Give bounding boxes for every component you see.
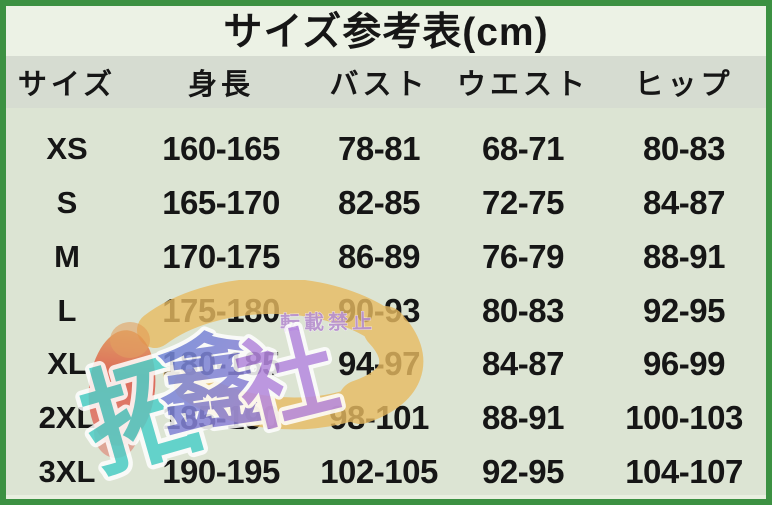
cell-height: 180-185	[162, 345, 280, 383]
cell-height: 160-165	[162, 129, 280, 167]
cell-waist: 72-75	[482, 183, 564, 221]
cell-height: 170-175	[162, 237, 280, 275]
cell-bust: 82-85	[338, 183, 420, 221]
table-header-row: サイズ 身長 バスト ウエスト ヒップ	[6, 56, 766, 108]
cell-hip: 100-103	[625, 399, 743, 437]
cell-size: S	[56, 184, 78, 220]
cell-hip: 88-91	[643, 237, 725, 275]
cell-size: XS	[46, 130, 88, 166]
cell-waist: 88-91	[482, 399, 564, 437]
cell-waist: 80-83	[482, 291, 564, 329]
table-row: XL 180-185 94-97 84-87 96-99	[6, 337, 766, 391]
bottom-edge-line	[6, 495, 766, 499]
cell-size: 3XL	[38, 454, 96, 490]
cell-hip: 92-95	[643, 291, 725, 329]
cell-waist: 84-87	[482, 345, 564, 383]
cell-bust: 94-97	[338, 345, 420, 383]
cell-waist: 68-71	[482, 129, 564, 167]
cell-hip: 104-107	[625, 453, 743, 491]
cell-hip: 80-83	[643, 129, 725, 167]
cell-bust: 78-81	[338, 129, 420, 167]
table-row: XS 160-165 78-81 68-71 80-83	[6, 122, 766, 176]
column-header-hip: ヒップ	[634, 69, 734, 101]
cell-height: 185-190	[162, 399, 280, 437]
cell-height: 190-195	[162, 453, 280, 491]
cell-size: L	[57, 292, 77, 328]
title-band: サイズ参考表(cm)	[6, 6, 766, 56]
cell-height: 165-170	[162, 183, 280, 221]
cell-height: 175-180	[162, 291, 280, 329]
cell-hip: 96-99	[643, 345, 725, 383]
table-row: 2XL 185-190 98-101 88-91 100-103	[6, 391, 766, 445]
cell-waist: 92-95	[482, 453, 564, 491]
cell-hip: 84-87	[643, 183, 725, 221]
cell-size: M	[54, 238, 80, 274]
page-title: サイズ参考表(cm)	[223, 10, 549, 54]
column-header-size: サイズ	[17, 69, 117, 101]
cell-bust: 86-89	[338, 237, 420, 275]
cell-waist: 76-79	[482, 237, 564, 275]
cell-size: 2XL	[38, 400, 96, 436]
column-header-bust: バスト	[329, 69, 429, 101]
column-header-waist: ウエスト	[456, 69, 589, 101]
cell-bust: 98-101	[329, 399, 429, 437]
table-row: 3XL 190-195 102-105 92-95 104-107	[6, 445, 766, 499]
table-row: M 170-175 86-89 76-79 88-91	[6, 230, 766, 284]
cell-bust: 90-93	[338, 291, 420, 329]
cell-bust: 102-105	[320, 453, 438, 491]
table-row: S 165-170 82-85 72-75 84-87	[6, 176, 766, 230]
table-row: L 175-180 90-93 80-83 92-95	[6, 284, 766, 338]
table-rows: XS 160-165 78-81 68-71 80-83 S 165-170 8…	[6, 108, 766, 499]
column-header-height: 身長	[187, 69, 254, 101]
cell-size: XL	[47, 346, 87, 382]
